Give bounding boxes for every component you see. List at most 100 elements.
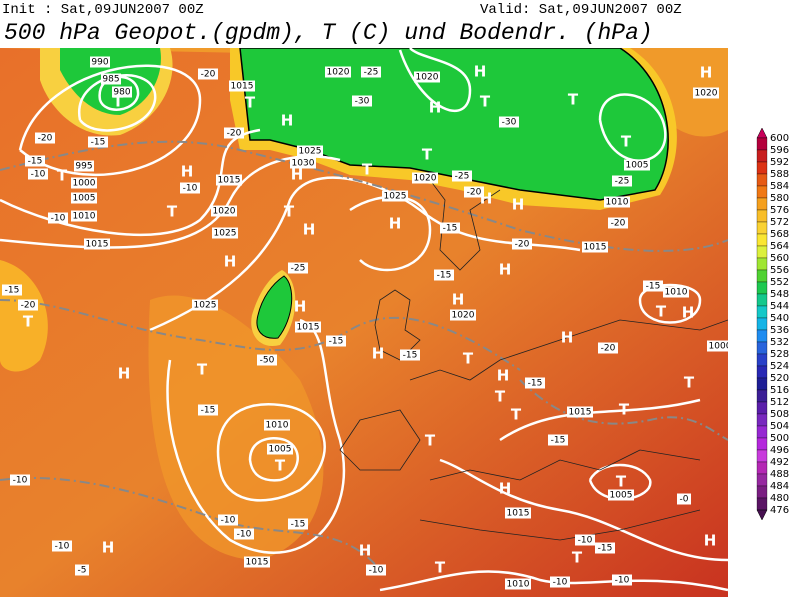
contour-label: 1005 — [626, 161, 649, 171]
label-box — [234, 528, 254, 540]
colorbar-bin — [756, 401, 768, 415]
colorbar-label: 564 — [770, 241, 789, 252]
label-box — [414, 71, 440, 83]
pressure-center: T — [425, 432, 436, 450]
pressure-center: T — [656, 303, 667, 321]
colorbar-label: 584 — [770, 181, 789, 192]
pressure-center: H — [704, 532, 717, 550]
contour-label: -25 — [615, 177, 630, 187]
label-box — [52, 540, 72, 552]
label-box — [499, 116, 519, 128]
contour-label: -0 — [680, 495, 689, 505]
colorbar-bin — [756, 317, 768, 331]
contour-label: 1015 — [507, 509, 530, 519]
contour-label: -15 — [201, 406, 216, 416]
contour-label: -10 — [51, 214, 66, 224]
colorbar-label: 560 — [770, 253, 789, 264]
pressure-center: H — [497, 367, 510, 385]
contour-label: -15 — [291, 520, 306, 530]
label-box — [28, 168, 48, 180]
label-box — [112, 86, 132, 98]
pressure-center: T — [167, 203, 178, 221]
contour-label: 1015 — [218, 176, 241, 186]
label-box — [464, 186, 484, 198]
colorbar-label: 500 — [770, 433, 789, 444]
label-box — [548, 434, 568, 446]
pressure-center: H — [181, 163, 194, 181]
colorbar-label: 476 — [770, 505, 789, 516]
colorbar-label: 568 — [770, 229, 789, 240]
label-box — [25, 155, 45, 167]
contour-label: 990 — [91, 58, 108, 68]
pressure-center: H — [499, 261, 512, 279]
colorbar-bin — [756, 389, 768, 403]
label-box — [74, 160, 94, 172]
label-box — [218, 514, 238, 526]
contour-label: 1020 — [416, 73, 439, 83]
contour-label: -10 — [183, 184, 198, 194]
contour-label: -15 — [437, 271, 452, 281]
contour-label: -10 — [31, 170, 46, 180]
contour-label: -15 — [329, 337, 344, 347]
pressure-center: T — [435, 559, 446, 577]
label-box — [229, 80, 255, 92]
colorbar-bin — [756, 485, 768, 499]
label-box — [35, 132, 55, 144]
contour-label: 1015 — [569, 408, 592, 418]
label-box — [325, 66, 351, 78]
contour-label: 1000 — [709, 342, 732, 352]
contour-label: -20 — [515, 240, 530, 250]
label-box — [505, 578, 531, 590]
pressure-center: T — [463, 350, 474, 368]
colorbar-bin — [756, 341, 768, 355]
label-box — [604, 196, 630, 208]
colorbar-arrow — [756, 509, 768, 521]
colorbar-bin — [756, 437, 768, 451]
colorbar-label: 512 — [770, 397, 789, 408]
pressure-center: T — [480, 93, 491, 111]
colorbar-label: 504 — [770, 421, 789, 432]
colorbar-bin — [756, 173, 768, 187]
label-box — [612, 574, 632, 586]
label-box — [180, 182, 200, 194]
colorbar-label: 576 — [770, 205, 789, 216]
label-box — [693, 87, 719, 99]
label-box — [624, 159, 650, 171]
pressure-center: T — [57, 167, 68, 185]
label-box — [224, 127, 244, 139]
label-box — [71, 192, 97, 204]
label-box — [48, 212, 68, 224]
label-box — [198, 404, 218, 416]
colorbar-bin — [756, 281, 768, 295]
pressure-center: T — [572, 549, 583, 567]
label-box — [216, 174, 242, 186]
label-box — [575, 534, 595, 546]
colorbar-bin — [756, 377, 768, 391]
contour-label: 1005 — [73, 194, 96, 204]
label-box — [512, 238, 532, 250]
label-box — [366, 564, 386, 576]
label-box — [192, 299, 218, 311]
colorbar-bin — [756, 233, 768, 247]
colorbar-label: 516 — [770, 385, 789, 396]
contour-label: 1025 — [384, 192, 407, 202]
contour-label: -20 — [38, 134, 53, 144]
contour-label: -20 — [467, 188, 482, 198]
colorbar-bin — [756, 449, 768, 463]
colorbar-label: 484 — [770, 481, 789, 492]
label-box — [84, 238, 110, 250]
colorbar-label: 492 — [770, 457, 789, 468]
pressure-center: H — [512, 196, 525, 214]
contour-label: 980 — [113, 88, 130, 98]
pressure-center: T — [568, 91, 579, 109]
colorbar-bin — [756, 137, 768, 151]
contour-label: 1005 — [269, 445, 292, 455]
contour-label: 1015 — [246, 558, 269, 568]
colorbar-label: 496 — [770, 445, 789, 456]
label-box — [88, 136, 108, 148]
label-box — [582, 241, 608, 253]
contour-label: -20 — [611, 219, 626, 229]
contour-label: 1010 — [73, 212, 96, 222]
colorbar-label: 524 — [770, 361, 789, 372]
contour-label: -50 — [260, 356, 275, 366]
